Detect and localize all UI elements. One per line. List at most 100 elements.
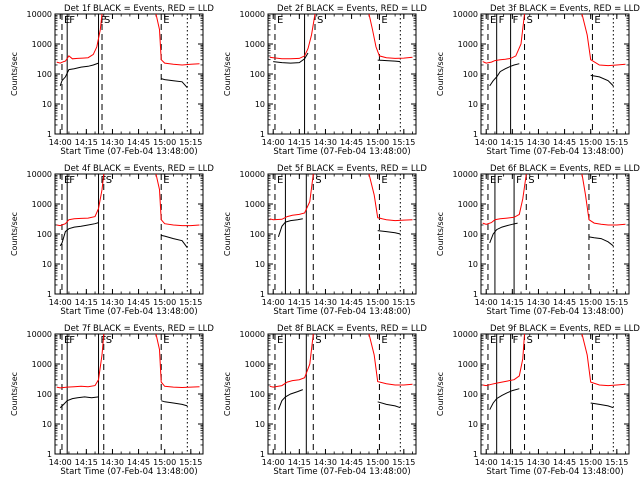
plot-frame [54,13,204,135]
x-tick-label: 14:30 [314,298,337,307]
plot-frame [267,173,417,295]
y-tick-label: 100 [250,230,265,239]
y-tick-label: 10000 [240,10,265,19]
x-tick-label: 15:00 [579,298,602,307]
panel-title: Det 9f BLACK = Events, RED = LLD [490,324,640,334]
x-axis-label: Start Time (07-Feb-04 13:48:00) [486,467,623,477]
marker-label: E [490,335,496,346]
x-tick-label: 14:30 [101,138,124,147]
panel-title: Det 1f BLACK = Events, RED = LLD [64,4,214,14]
series-line-lld [155,334,200,389]
y-tick-label: 1 [260,130,265,139]
series-line-lld [155,14,200,66]
marker-label: E [277,335,283,346]
marker-label: F [69,175,75,186]
y-tick-label: 100 [463,390,478,399]
marker-label: E [381,335,387,346]
x-tick-label: 14:45 [340,458,363,467]
x-tick-label: 15:15 [605,458,628,467]
series-line-lld [368,14,413,59]
y-tick-label: 1000 [458,40,478,49]
marker-label: F [516,175,522,186]
x-axis-label: Start Time (07-Feb-04 13:48:00) [60,307,197,317]
series-line-events [161,400,188,407]
x-tick-label: 14:15 [501,298,524,307]
y-axis-label: Counts/sec [436,372,445,416]
series-line-lld [581,14,626,67]
series-line-lld [368,334,413,386]
plot-frame [480,333,630,455]
y-tick-label: 100 [463,230,478,239]
marker-label: E [277,15,283,26]
x-axis-label: Start Time (07-Feb-04 13:48:00) [273,467,410,477]
y-tick-label: 10000 [453,10,478,19]
series-line-events [273,52,309,64]
x-tick-label: 15:15 [179,138,202,147]
series-line-events [588,236,614,247]
det-panel-3: Det 3f BLACK = Events, RED = LLD 1 10 100 10… [436,4,640,157]
x-tick-label: 15:00 [366,298,389,307]
y-axis-label: Counts/sec [10,52,19,96]
x-tick-label: 15:00 [366,458,389,467]
y-tick-label: 10000 [27,10,52,19]
marker-label: E [594,15,600,26]
y-axis-label: Counts/sec [436,212,445,256]
marker-label: S [527,335,533,346]
marker-label: S [106,335,112,346]
x-tick-label: 14:45 [553,138,576,147]
marker-label: S [315,175,321,186]
marker-label: S [106,175,112,186]
y-tick-label: 1000 [245,40,265,49]
marker-label: E [163,175,169,186]
y-axis-label: Counts/sec [436,52,445,96]
y-axis-label: Counts/sec [223,372,232,416]
series-line-lld [482,174,527,225]
marker-label: F [499,15,505,26]
series-line-lld [269,334,314,388]
marker-label: F [497,175,503,186]
marker-label: E [163,15,169,26]
y-axis-label: Counts/sec [10,372,19,416]
y-axis-label: Counts/sec [223,212,232,256]
det-panel-5: Det 5f BLACK = Events, RED = LLD 1 10 100 10… [223,164,427,317]
x-tick-label: 14:00 [262,138,285,147]
x-tick-label: 14:00 [49,458,72,467]
det-panel-9: Det 9f BLACK = Events, RED = LLD 1 10 100 10… [436,324,640,477]
x-tick-label: 15:00 [366,138,389,147]
x-tick-label: 14:00 [475,138,498,147]
x-tick-label: 14:45 [553,298,576,307]
marker-label: E [277,175,283,186]
series-line-events [59,222,99,247]
y-tick-label: 1000 [458,200,478,209]
x-tick-label: 14:00 [262,458,285,467]
marker-label: S [317,15,323,26]
x-axis-label: Start Time (07-Feb-04 13:48:00) [273,147,410,157]
series-line-events [489,388,520,410]
det-panel-7: Det 7f BLACK = Events, RED = LLD 1 10 100 10… [10,324,214,477]
y-tick-label: 10000 [27,170,52,179]
y-tick-label: 100 [37,230,52,239]
x-tick-label: 14:15 [75,138,98,147]
y-tick-label: 1 [473,130,478,139]
y-tick-label: 1 [260,290,265,299]
series-line-events [59,396,99,409]
panel-title: Det 6f BLACK = Events, RED = LLD [490,164,640,174]
x-tick-label: 14:30 [527,458,550,467]
y-tick-label: 1000 [32,360,52,369]
series-line-events [161,78,188,89]
x-tick-label: 14:45 [553,458,576,467]
det-panel-8: Det 8f BLACK = Events, RED = LLD 1 10 100 10… [223,324,427,477]
y-tick-label: 10000 [453,170,478,179]
y-tick-label: 100 [37,70,52,79]
y-tick-label: 1000 [245,360,265,369]
y-tick-label: 10 [468,260,478,269]
y-tick-label: 10000 [240,170,265,179]
series-line-events [377,230,401,235]
y-tick-label: 1 [47,130,52,139]
marker-label: F [69,335,75,346]
x-tick-label: 14:15 [501,458,524,467]
x-tick-label: 14:15 [288,298,311,307]
marker-label: E [490,175,496,186]
y-tick-label: 100 [37,390,52,399]
